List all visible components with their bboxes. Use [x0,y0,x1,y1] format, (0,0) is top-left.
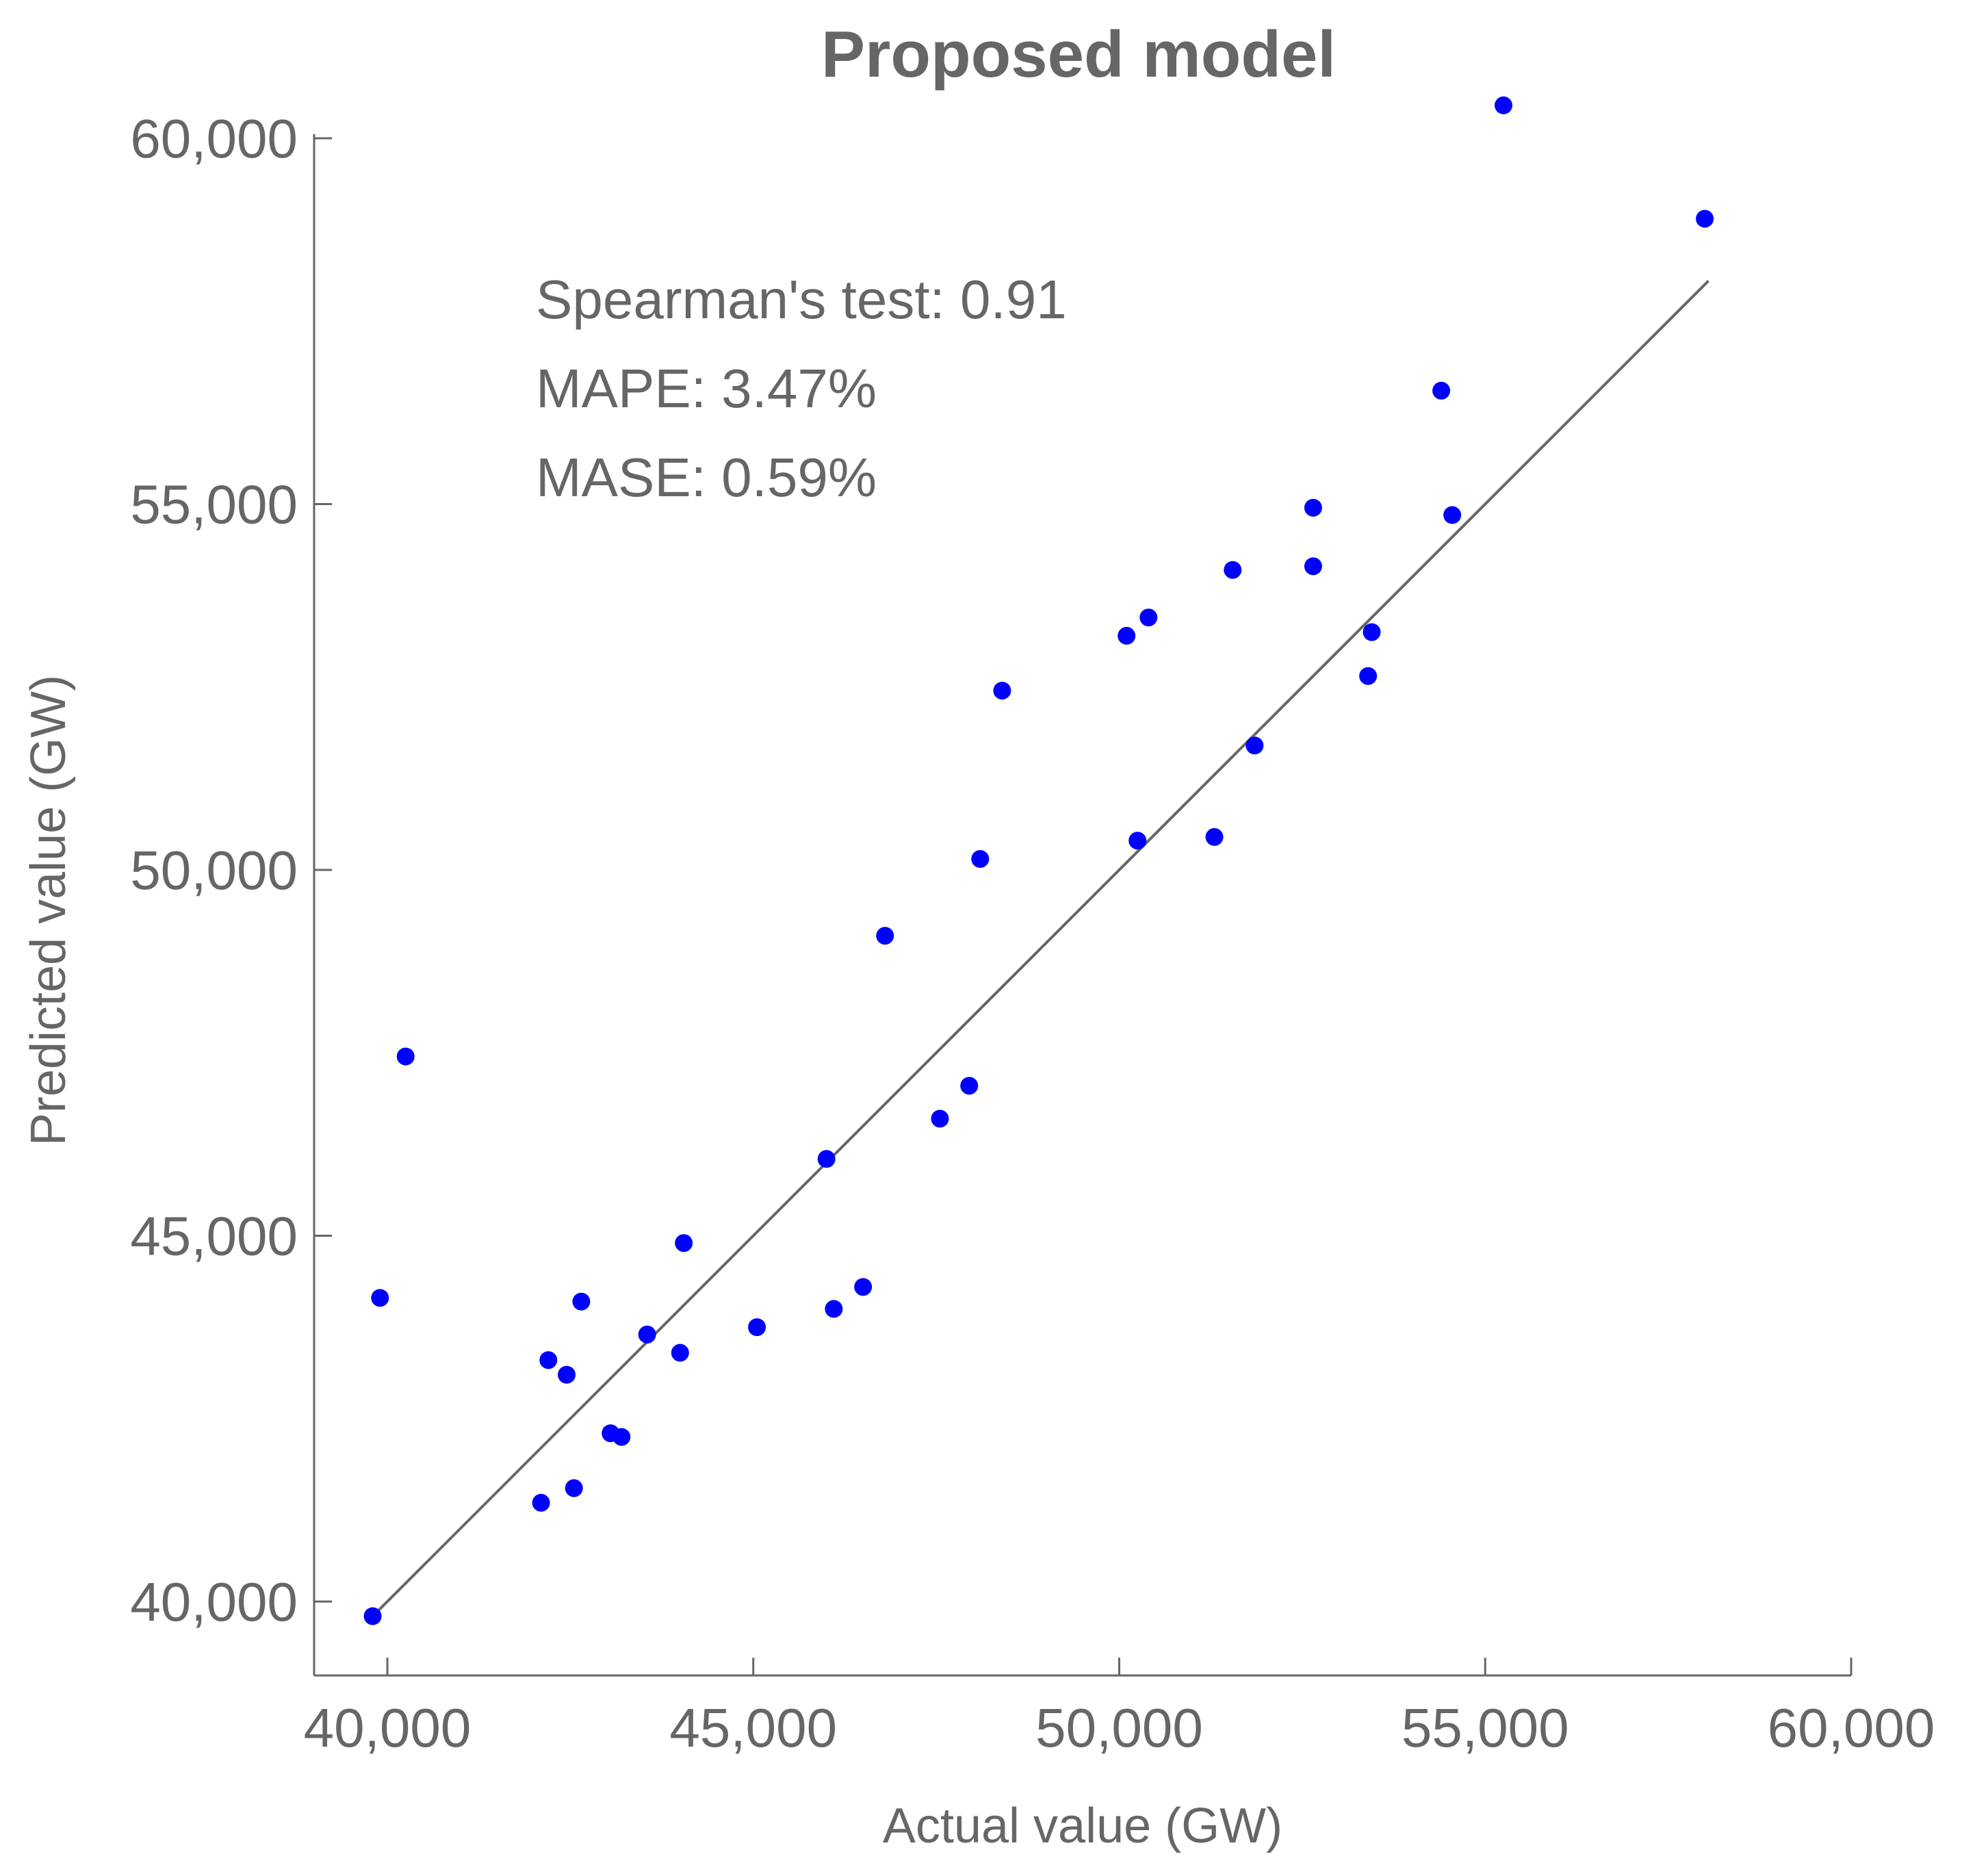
data-point [675,1234,693,1252]
data-point [1304,557,1322,576]
data-point [1494,96,1512,114]
data-point [371,1289,389,1307]
data-point [931,1109,949,1128]
data-point [558,1365,576,1384]
data-point [532,1493,550,1512]
stat-annotation: MAPE: 3.47% [536,358,877,419]
data-point [1443,506,1462,524]
data-point [817,1150,836,1168]
data-point [638,1325,656,1344]
data-point [1118,626,1136,645]
data-point [1304,498,1322,517]
data-points [363,96,1714,1626]
stat-annotation: MASE: 0.59% [536,447,877,508]
data-point [1224,561,1242,579]
data-point [971,849,990,868]
x-axis-label: Actual value (GW) [883,1799,1282,1853]
data-point [539,1351,558,1370]
y-tick-label: 55,000 [130,474,298,535]
data-point [1359,667,1378,685]
y-tick-label: 50,000 [130,840,298,901]
y-axis-ticks: 40,000 45,000 50,000 55,000 60,000 [130,108,332,1632]
data-point [1245,736,1264,755]
data-point [1128,832,1147,850]
data-point [1432,381,1451,400]
data-point [1205,827,1224,846]
data-point [363,1607,382,1626]
data-point [671,1344,689,1362]
data-point [854,1278,873,1296]
y-tick-label: 45,000 [130,1206,298,1267]
stat-annotation: Spearman's test: 0.91 [536,269,1067,330]
data-point [993,682,1011,700]
data-point [748,1318,766,1337]
data-point [396,1047,415,1066]
y-tick-label: 60,000 [130,108,298,169]
y-tick-label: 40,000 [130,1571,298,1632]
fit-line-group [375,280,1709,1614]
fit-line [375,280,1709,1614]
x-tick-label: 40,000 [304,1697,472,1758]
stats-annotations: Spearman's test: 0.91 MAPE: 3.47% MASE: 0.… [536,269,1067,508]
x-tick-label: 55,000 [1402,1697,1569,1758]
data-point [565,1479,583,1498]
data-point [1139,608,1158,627]
x-tick-label: 60,000 [1768,1697,1935,1758]
y-axis-label: Predicted value (GW) [21,675,76,1146]
data-point [876,927,894,945]
data-point [1696,209,1714,228]
chart-title: Proposed model [821,18,1336,91]
x-tick-label: 45,000 [669,1697,837,1758]
data-point [612,1428,631,1446]
data-point [1363,623,1381,641]
data-point [572,1292,591,1311]
data-point [825,1300,843,1318]
data-point [960,1077,979,1095]
x-axis-ticks: 40,000 45,000 50,000 55,000 60,000 [304,1658,1935,1758]
x-tick-label: 50,000 [1035,1697,1203,1758]
